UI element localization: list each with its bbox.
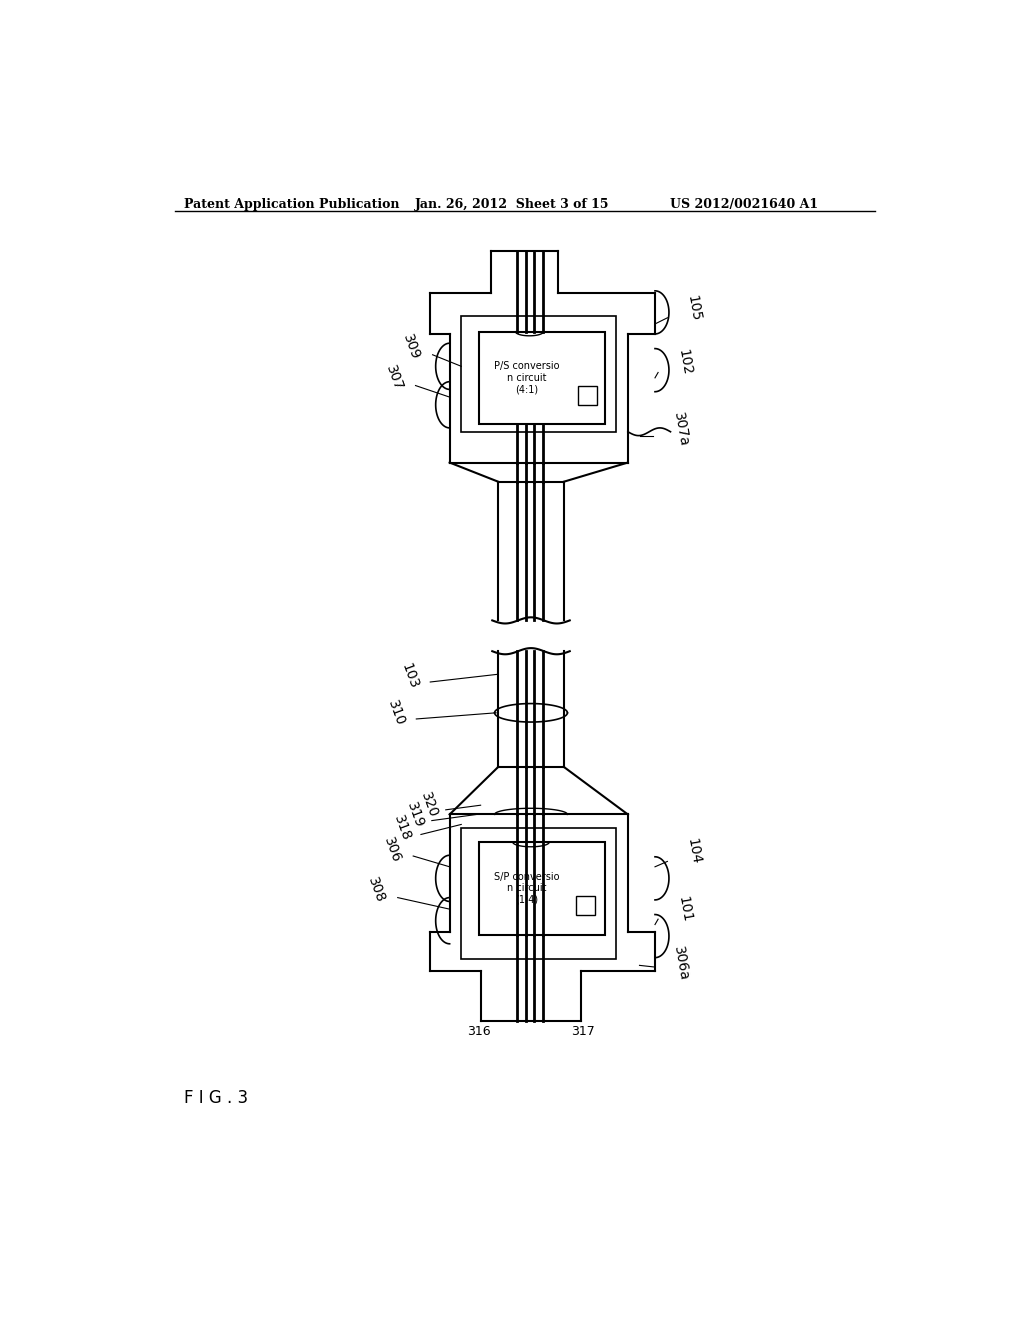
Bar bbox=[479, 331, 604, 424]
Bar bbox=[578, 385, 597, 405]
Text: 318: 318 bbox=[391, 813, 414, 843]
Text: S/P conversio
n circuit
(1:4): S/P conversio n circuit (1:4) bbox=[494, 871, 559, 906]
Text: 316: 316 bbox=[467, 1024, 490, 1038]
Text: 308: 308 bbox=[366, 875, 388, 904]
Text: 319: 319 bbox=[404, 800, 426, 830]
Text: 102: 102 bbox=[675, 348, 693, 376]
Bar bbox=[479, 842, 604, 935]
Text: Patent Application Publication: Patent Application Publication bbox=[183, 198, 399, 211]
Text: F I G . 3: F I G . 3 bbox=[183, 1089, 248, 1106]
Text: 306a: 306a bbox=[671, 945, 690, 982]
Text: Jan. 26, 2012  Sheet 3 of 15: Jan. 26, 2012 Sheet 3 of 15 bbox=[415, 198, 609, 211]
Text: 103: 103 bbox=[398, 661, 421, 690]
Text: US 2012/0021640 A1: US 2012/0021640 A1 bbox=[671, 198, 818, 211]
Text: 310: 310 bbox=[385, 698, 407, 727]
Bar bbox=[575, 896, 595, 915]
Text: 101: 101 bbox=[675, 895, 693, 924]
Bar bbox=[461, 829, 616, 960]
Text: P/S conversio
n circuit
(4:1): P/S conversio n circuit (4:1) bbox=[494, 362, 559, 395]
Text: 307: 307 bbox=[383, 363, 406, 392]
Bar bbox=[461, 317, 616, 432]
Text: 309: 309 bbox=[400, 333, 423, 362]
Text: 317: 317 bbox=[571, 1024, 595, 1038]
Text: 104: 104 bbox=[684, 837, 702, 866]
Text: 306: 306 bbox=[381, 836, 403, 865]
Text: 307a: 307a bbox=[671, 411, 690, 447]
Text: 105: 105 bbox=[684, 294, 702, 323]
Text: 320: 320 bbox=[418, 791, 440, 820]
